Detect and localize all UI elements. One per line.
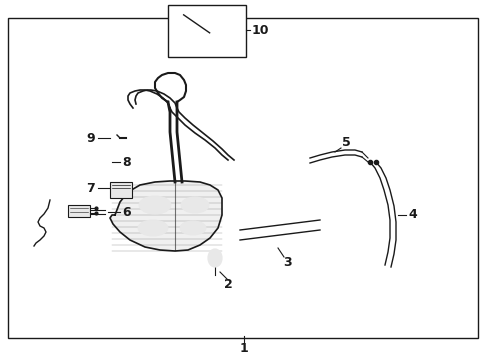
Text: 7: 7	[86, 181, 95, 194]
Text: 6: 6	[122, 206, 130, 219]
Ellipse shape	[180, 221, 205, 235]
Text: 2: 2	[223, 279, 232, 292]
Text: 5: 5	[341, 136, 350, 149]
Ellipse shape	[139, 196, 171, 214]
Bar	[110, 182, 132, 198]
Text: 9: 9	[86, 131, 95, 144]
Ellipse shape	[207, 249, 222, 267]
Bar	[68, 205, 90, 217]
Polygon shape	[110, 181, 222, 251]
Text: 1: 1	[239, 342, 248, 355]
Bar	[8, 18, 477, 338]
Text: 4: 4	[408, 208, 417, 221]
Bar	[168, 5, 245, 57]
Text: 10: 10	[251, 23, 269, 36]
Text: 8: 8	[122, 156, 130, 168]
Text: 3: 3	[283, 256, 292, 269]
Ellipse shape	[138, 220, 168, 236]
Ellipse shape	[181, 197, 208, 213]
